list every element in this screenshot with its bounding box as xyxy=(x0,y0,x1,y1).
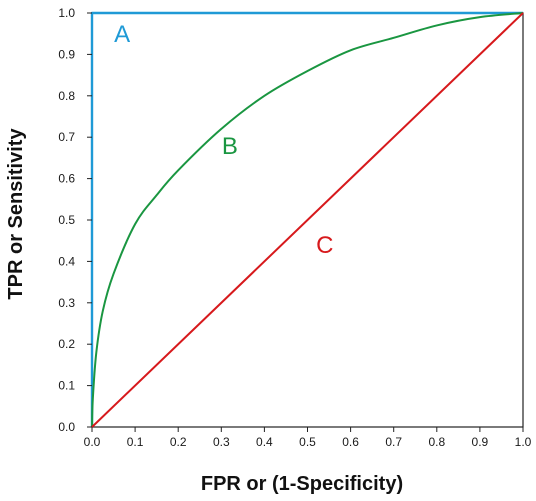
tick-layer: 0.0 0.1 0.2 0.3 0.4 0.5 0.6 0.7 0.8 0.9 1.0 0.0 0.1 0… xyxy=(58,6,531,449)
x-tick-label: 0.4 xyxy=(256,435,273,449)
x-tick-label: 0.2 xyxy=(170,435,187,449)
y-tick-label: 0.5 xyxy=(58,213,75,227)
y-tick-label: 0.1 xyxy=(58,379,75,393)
x-tick-label: 0.0 xyxy=(84,435,101,449)
y-tick-label: 0.7 xyxy=(58,130,75,144)
y-tick-label: 0.6 xyxy=(58,172,75,186)
x-tick-label: 0.3 xyxy=(213,435,230,449)
y-tick-label: 0.3 xyxy=(58,296,75,310)
y-tick-label: 1.0 xyxy=(58,6,75,20)
y-tick-label: 0.0 xyxy=(58,420,75,434)
x-tick-label: 1.0 xyxy=(515,435,532,449)
x-tick-label: 0.8 xyxy=(428,435,445,449)
y-tick-label: 0.2 xyxy=(58,337,75,351)
x-tick-label: 0.5 xyxy=(299,435,316,449)
y-tick-label: 0.4 xyxy=(58,254,75,268)
x-axis-title: FPR or (1-Specificity) xyxy=(201,473,403,495)
roc-curve-b xyxy=(91,12,524,428)
y-tick-label: 0.8 xyxy=(58,89,75,103)
x-tick-label: 0.7 xyxy=(385,435,402,449)
y-tick-label: 0.9 xyxy=(58,47,75,61)
x-tick-label: 0.1 xyxy=(127,435,144,449)
roc-curve-c xyxy=(91,12,524,428)
x-tick-label: 0.9 xyxy=(472,435,489,449)
curve-label-b: B xyxy=(222,133,238,160)
series-layer xyxy=(90,11,524,428)
annotation-layer: A B C xyxy=(114,21,333,259)
x-tick-label: 0.6 xyxy=(342,435,359,449)
curve-label-a: A xyxy=(114,21,130,48)
curve-label-c: C xyxy=(316,232,333,259)
y-axis-title: TPR or Sensitivity xyxy=(5,128,27,300)
